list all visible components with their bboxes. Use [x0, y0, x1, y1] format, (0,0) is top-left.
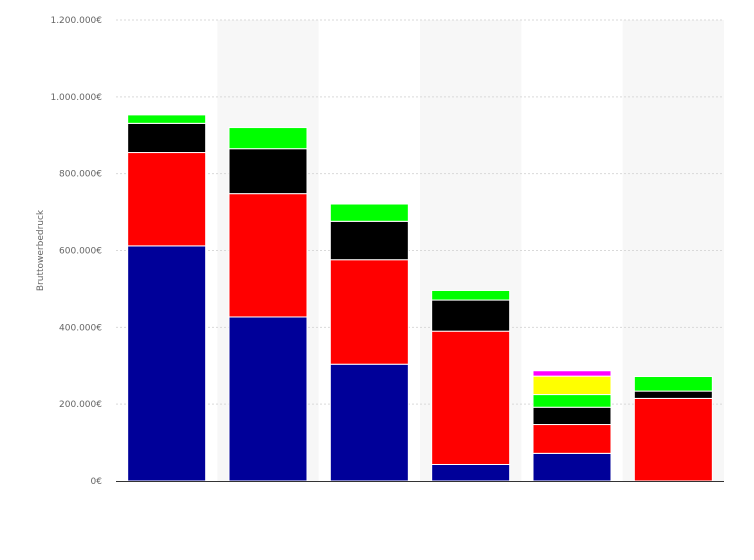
bar-segment[interactable] — [532, 370, 612, 377]
y-tick-label: 200.000€ — [59, 400, 102, 410]
y-tick-label: 1.000.000€ — [50, 93, 102, 103]
y-tick-label: 400.000€ — [59, 323, 102, 333]
bar-segment[interactable] — [127, 152, 207, 247]
bar-segment[interactable] — [228, 148, 308, 195]
bar-segment[interactable] — [532, 394, 612, 408]
gridlines — [116, 19, 724, 405]
y-axis-tick-labels: 0€ 200.000€ 400.000€ 600.000€ 800.000€ 1.000.… — [50, 16, 102, 487]
bar-segment[interactable] — [431, 330, 511, 465]
bar-segment[interactable] — [127, 122, 207, 154]
bar-segment[interactable] — [633, 376, 713, 392]
bar-segment[interactable] — [532, 452, 612, 482]
bar-segment[interactable] — [532, 424, 612, 454]
bar-segment[interactable] — [532, 375, 612, 396]
y-tick-label: 0€ — [91, 477, 103, 487]
bar-segment[interactable] — [431, 463, 511, 482]
bar-segment[interactable] — [532, 406, 612, 426]
y-tick-label: 800.000€ — [59, 170, 102, 180]
bar-segment[interactable] — [329, 259, 409, 365]
bar-segment[interactable] — [431, 299, 511, 332]
bar-segment[interactable] — [329, 203, 409, 222]
bar-segment[interactable] — [329, 220, 409, 261]
bar-segment[interactable] — [127, 114, 207, 124]
y-axis-title: Bruttowerbedruck — [36, 209, 46, 291]
bar-segment[interactable] — [228, 193, 308, 318]
bar-segment[interactable] — [228, 316, 308, 482]
bar-segment[interactable] — [127, 245, 207, 482]
bar-segment[interactable] — [633, 397, 713, 482]
y-tick-label: 600.000€ — [59, 247, 102, 257]
bar-segment[interactable] — [633, 390, 713, 399]
y-tick-label: 1.200.000€ — [50, 16, 102, 26]
bar-segment[interactable] — [228, 127, 308, 150]
bars — [127, 114, 713, 482]
bar-segment[interactable] — [329, 363, 409, 482]
bar-segment[interactable] — [431, 289, 511, 301]
